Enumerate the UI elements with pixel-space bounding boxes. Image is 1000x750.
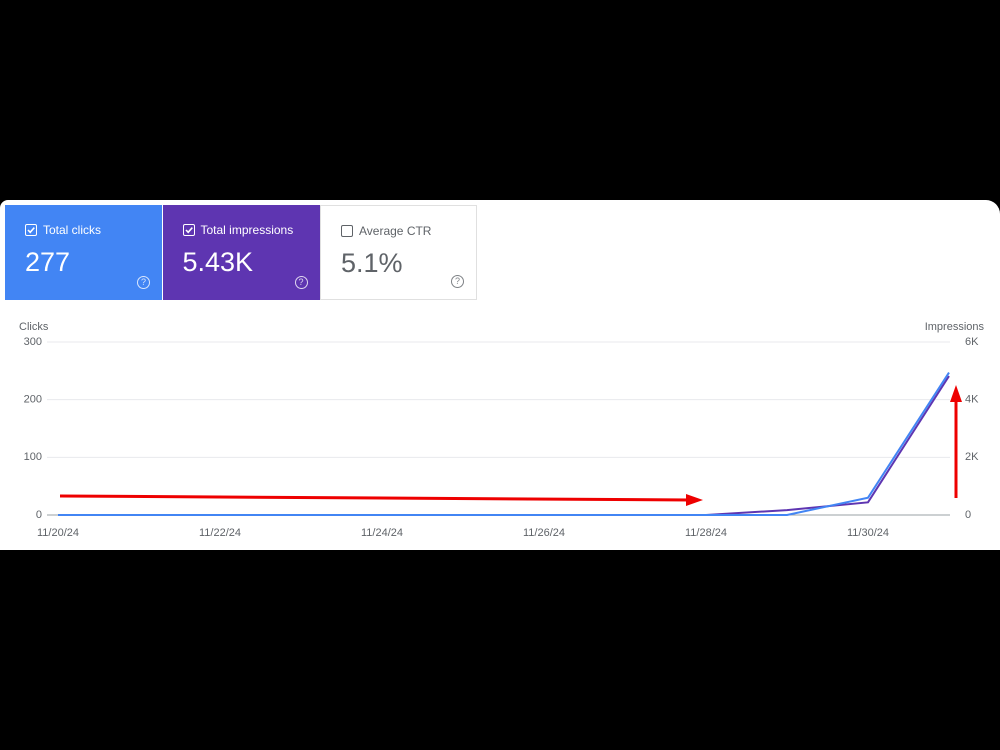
x-tick-label: 11/22/24 bbox=[199, 527, 241, 539]
y2-tick-label: 0 bbox=[965, 509, 971, 521]
x-tick-label: 11/26/24 bbox=[523, 527, 565, 539]
metric-card[interactable]: Total impressions 5.43K? bbox=[162, 205, 320, 300]
help-icon[interactable]: ? bbox=[137, 276, 150, 289]
y-tick-label: 100 bbox=[24, 451, 42, 463]
card-value: 5.43K bbox=[182, 247, 254, 277]
card-header: Total impressions bbox=[182, 223, 320, 237]
checkbox[interactable] bbox=[341, 225, 353, 237]
y-tick-label: 300 bbox=[24, 336, 42, 348]
y2-tick-label: 2K bbox=[965, 451, 979, 463]
checkbox[interactable] bbox=[25, 224, 37, 236]
card-header: Total clicks bbox=[25, 223, 162, 237]
metric-card[interactable]: Total clicks 277? bbox=[5, 205, 162, 300]
x-tick-label: 11/28/24 bbox=[685, 527, 727, 539]
series-line bbox=[58, 372, 950, 516]
arrow-line bbox=[59, 494, 691, 502]
card-title: Total clicks bbox=[43, 223, 102, 237]
card-value: 5.1% bbox=[341, 248, 403, 278]
help-icon[interactable]: ? bbox=[294, 276, 308, 289]
x-tick-label: 11/20/24 bbox=[37, 527, 79, 539]
x-tick-label: 11/30/24 bbox=[847, 527, 889, 539]
performance-panel: Total clicks 277? Total impressions 5.43K? A… bbox=[0, 200, 1000, 550]
card-value: 277 bbox=[25, 247, 71, 277]
card-title: Total impressions bbox=[200, 223, 294, 237]
help-icon[interactable]: ? bbox=[451, 275, 464, 288]
y2-axis-title: Impressions bbox=[925, 321, 985, 333]
checkbox[interactable] bbox=[182, 224, 195, 236]
series-line bbox=[58, 375, 950, 516]
annotation-arrows bbox=[59, 385, 962, 506]
y2-tick-label: 6K bbox=[965, 336, 979, 348]
y2-tick-label: 4K bbox=[965, 394, 979, 406]
arrow-head bbox=[950, 385, 962, 402]
metric-card[interactable]: Average CTR 5.1%? bbox=[320, 205, 477, 300]
x-tick-label: 11/24/24 bbox=[361, 527, 403, 539]
y-tick-label: 200 bbox=[24, 394, 42, 406]
chart: Clicks Impressions 0 100 200 300 0 2K 4K 6K 11/2… bbox=[19, 321, 985, 539]
arrow-head bbox=[686, 494, 703, 506]
y-tick-label: 0 bbox=[36, 509, 42, 521]
y-axis-title: Clicks bbox=[19, 321, 49, 333]
card-title: Average CTR bbox=[359, 224, 432, 238]
card-header: Average CTR bbox=[341, 224, 476, 238]
plot: 0 100 200 300 0 2K 4K 6K 11/20/24 11/22/24 11/24/2… bbox=[24, 336, 979, 539]
